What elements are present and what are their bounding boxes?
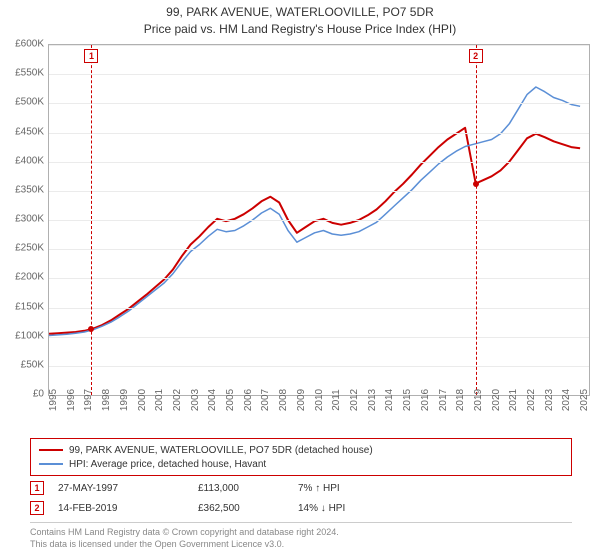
event-marker-line — [476, 45, 477, 395]
x-tick-label: 2005 — [225, 389, 236, 411]
series-hpi — [49, 87, 580, 336]
x-tick-label: 2008 — [278, 389, 289, 411]
x-tick-label: 1996 — [66, 389, 77, 411]
event-price: £113,000 — [198, 483, 298, 494]
y-axis: £0£50K£100K£150K£200K£250K£300K£350K£400… — [0, 44, 46, 394]
x-tick-label: 2007 — [260, 389, 271, 411]
event-row-1: 1 27-MAY-1997 £113,000 7% ↑ HPI — [30, 478, 572, 498]
x-tick-label: 2025 — [579, 389, 590, 411]
x-tick-label: 2023 — [544, 389, 555, 411]
x-tick-label: 1999 — [119, 389, 130, 411]
x-tick-label: 2024 — [561, 389, 572, 411]
legend-label: 99, PARK AVENUE, WATERLOOVILLE, PO7 5DR … — [69, 445, 373, 456]
x-tick-label: 2013 — [367, 389, 378, 411]
x-tick-label: 2018 — [455, 389, 466, 411]
event-delta: 7% ↑ HPI — [298, 483, 398, 494]
title-subtitle: Price paid vs. HM Land Registry's House … — [0, 21, 600, 38]
y-tick-label: £250K — [15, 243, 44, 254]
legend-row-hpi: HPI: Average price, detached house, Hava… — [39, 457, 563, 471]
plot-area: 12 — [48, 44, 590, 396]
gridline — [49, 366, 589, 367]
event-marker-box: 1 — [84, 49, 98, 63]
x-tick-label: 2004 — [207, 389, 218, 411]
x-tick-label: 2019 — [473, 389, 484, 411]
x-tick-label: 2001 — [154, 389, 165, 411]
x-tick-label: 2000 — [137, 389, 148, 411]
legend-label: HPI: Average price, detached house, Hava… — [69, 459, 266, 470]
x-tick-label: 1997 — [83, 389, 94, 411]
event-delta: 14% ↓ HPI — [298, 503, 398, 514]
event-marker-line — [91, 45, 92, 395]
y-tick-label: £400K — [15, 155, 44, 166]
gridline — [49, 103, 589, 104]
gridline — [49, 220, 589, 221]
x-tick-label: 2021 — [508, 389, 519, 411]
gridline — [49, 278, 589, 279]
y-tick-label: £500K — [15, 97, 44, 108]
footer-line1: Contains HM Land Registry data © Crown c… — [30, 527, 572, 539]
event-marker-2: 2 — [30, 501, 44, 515]
footer-line2: This data is licensed under the Open Gov… — [30, 539, 572, 551]
x-tick-label: 2002 — [172, 389, 183, 411]
y-tick-label: £300K — [15, 214, 44, 225]
chart-container: 99, PARK AVENUE, WATERLOOVILLE, PO7 5DR … — [0, 0, 600, 560]
title-block: 99, PARK AVENUE, WATERLOOVILLE, PO7 5DR … — [0, 0, 600, 38]
legend-swatch — [39, 463, 63, 465]
title-address: 99, PARK AVENUE, WATERLOOVILLE, PO7 5DR — [0, 4, 600, 21]
x-tick-label: 2003 — [190, 389, 201, 411]
legend-swatch — [39, 449, 63, 451]
y-tick-label: £100K — [15, 330, 44, 341]
gridline — [49, 191, 589, 192]
gridline — [49, 308, 589, 309]
y-tick-label: £450K — [15, 126, 44, 137]
footer: Contains HM Land Registry data © Crown c… — [30, 522, 572, 550]
x-tick-label: 1995 — [48, 389, 59, 411]
x-tick-label: 1998 — [101, 389, 112, 411]
sale-point — [88, 326, 94, 332]
y-tick-label: £350K — [15, 184, 44, 195]
x-tick-label: 2015 — [402, 389, 413, 411]
gridline — [49, 133, 589, 134]
x-tick-label: 2009 — [296, 389, 307, 411]
events-table: 1 27-MAY-1997 £113,000 7% ↑ HPI 2 14-FEB… — [30, 478, 572, 518]
event-marker-box: 2 — [469, 49, 483, 63]
event-date: 27-MAY-1997 — [58, 483, 198, 494]
y-tick-label: £600K — [15, 39, 44, 50]
y-tick-label: £0 — [33, 389, 44, 400]
x-tick-label: 2020 — [491, 389, 502, 411]
y-tick-label: £150K — [15, 301, 44, 312]
gridline — [49, 162, 589, 163]
x-tick-label: 2010 — [314, 389, 325, 411]
y-tick-label: £550K — [15, 68, 44, 79]
series-property — [49, 128, 580, 334]
event-price: £362,500 — [198, 503, 298, 514]
x-tick-label: 2014 — [384, 389, 395, 411]
x-tick-label: 2011 — [331, 389, 342, 411]
event-row-2: 2 14-FEB-2019 £362,500 14% ↓ HPI — [30, 498, 572, 518]
gridline — [49, 337, 589, 338]
x-tick-label: 2022 — [526, 389, 537, 411]
x-tick-label: 2016 — [420, 389, 431, 411]
x-tick-label: 2012 — [349, 389, 360, 411]
x-tick-label: 2006 — [243, 389, 254, 411]
gridline — [49, 249, 589, 250]
event-date: 14-FEB-2019 — [58, 503, 198, 514]
gridline — [49, 45, 589, 46]
y-tick-label: £50K — [21, 359, 44, 370]
sale-point — [473, 181, 479, 187]
x-tick-label: 2017 — [438, 389, 449, 411]
legend-box: 99, PARK AVENUE, WATERLOOVILLE, PO7 5DR … — [30, 438, 572, 476]
y-tick-label: £200K — [15, 272, 44, 283]
legend-row-property: 99, PARK AVENUE, WATERLOOVILLE, PO7 5DR … — [39, 443, 563, 457]
gridline — [49, 74, 589, 75]
event-marker-1: 1 — [30, 481, 44, 495]
